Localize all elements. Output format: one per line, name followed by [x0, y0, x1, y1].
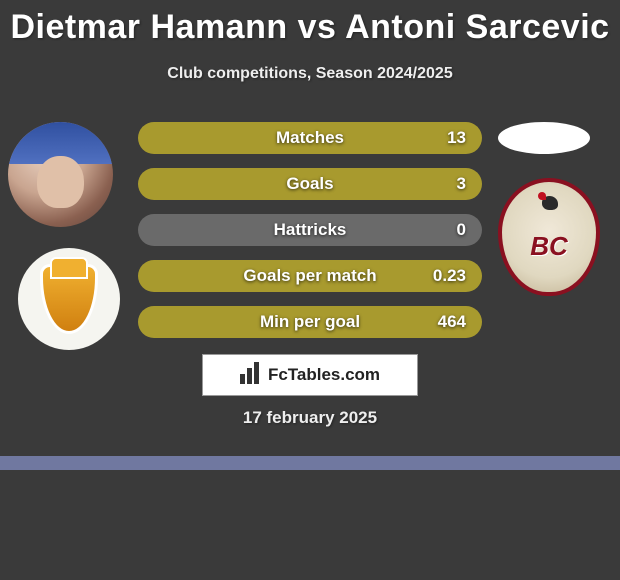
mk-dons-shield-icon: [40, 264, 98, 334]
attribution-text: FcTables.com: [268, 365, 380, 385]
player-left-club-badge: [18, 248, 120, 350]
bar-chart-icon: [240, 366, 262, 384]
stat-row-goals: Goals 3: [138, 168, 482, 200]
stats-container: Matches 13 Goals 3 Hattricks 0 Goals per…: [138, 122, 482, 352]
stat-row-hattricks: Hattricks 0: [138, 214, 482, 246]
stat-row-goals-per-match: Goals per match 0.23: [138, 260, 482, 292]
stat-value: 13: [447, 128, 466, 148]
club-right-abbrev: BC: [530, 231, 568, 262]
date-text: 17 february 2025: [0, 408, 620, 428]
stat-label: Matches: [276, 128, 344, 148]
stat-label: Goals: [286, 174, 333, 194]
stat-label: Goals per match: [243, 266, 376, 286]
stat-value: 3: [457, 174, 466, 194]
player-left-avatar: [8, 122, 113, 227]
rooster-icon: [534, 190, 564, 216]
stat-row-matches: Matches 13: [138, 122, 482, 154]
page-title: Dietmar Hamann vs Antoni Sarcevic: [0, 0, 620, 47]
stat-value: 0.23: [433, 266, 466, 286]
subtitle: Club competitions, Season 2024/2025: [0, 65, 620, 83]
decorative-stripe: [0, 456, 620, 470]
stat-value: 464: [438, 312, 466, 332]
player-right-avatar: [498, 122, 590, 154]
stat-label: Hattricks: [274, 220, 347, 240]
attribution-box[interactable]: FcTables.com: [202, 354, 418, 396]
player-right-club-badge: BC: [498, 178, 600, 296]
stat-row-min-per-goal: Min per goal 464: [138, 306, 482, 338]
stat-label: Min per goal: [260, 312, 360, 332]
stat-value: 0: [457, 220, 466, 240]
